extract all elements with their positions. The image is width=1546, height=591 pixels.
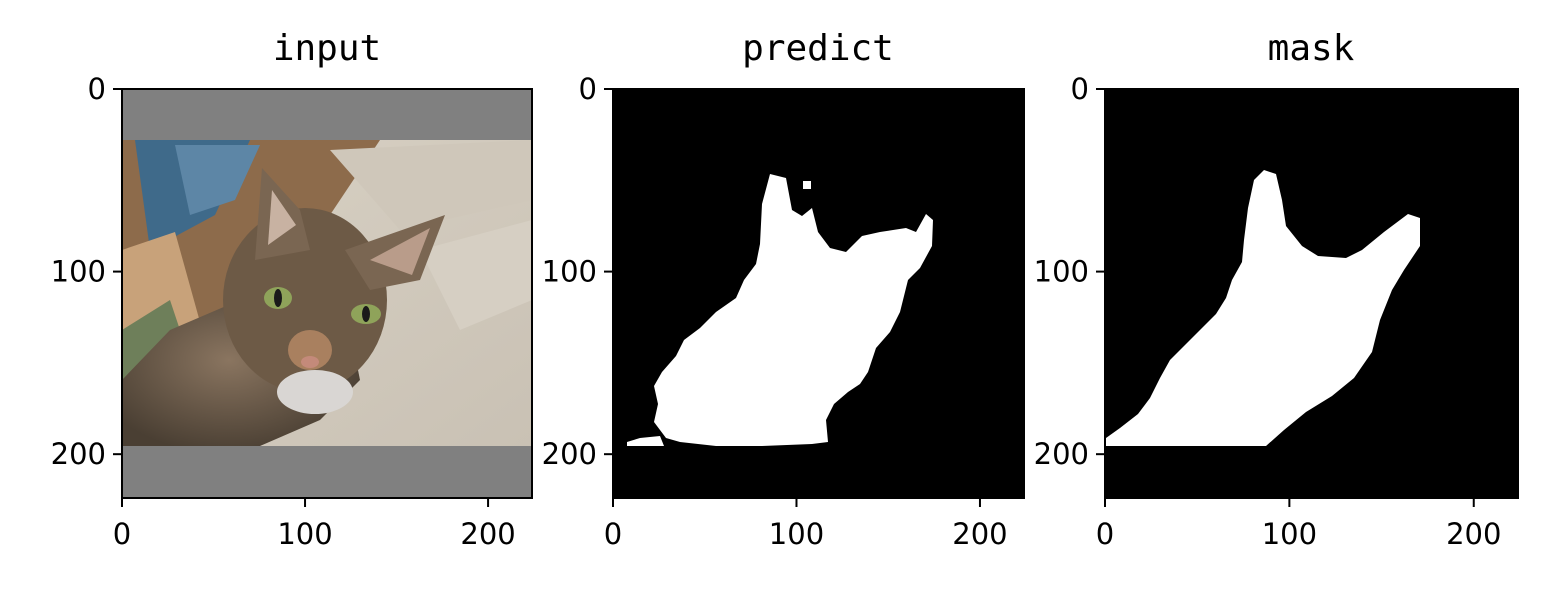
predict-mask-fragment (627, 436, 664, 446)
panel-predict: predict 0 100 200 0 100 200 (542, 28, 1025, 551)
mask-region (1106, 170, 1420, 446)
y-tick-label-mask-0: 0 (1071, 72, 1089, 106)
y-tick-label-predict-200: 200 (542, 437, 597, 471)
panel-title-input: input (273, 28, 381, 69)
panel-title-mask: mask (1268, 28, 1355, 69)
x-tick-label-input-100: 100 (277, 517, 332, 551)
x-tick-label-mask-0: 0 (1096, 517, 1114, 551)
x-tick-label-input-200: 200 (460, 517, 515, 551)
y-tick-label-mask-100: 100 (1034, 255, 1089, 289)
predict-mask-region (654, 174, 933, 446)
x-tick-label-predict-0: 0 (604, 517, 622, 551)
axes-frame-mask (1104, 88, 1519, 499)
panel-title-predict: predict (742, 28, 894, 69)
axes-frame-predict (612, 88, 1025, 499)
x-tick-label-mask-200: 200 (1446, 517, 1501, 551)
x-tick-label-mask-100: 100 (1262, 517, 1317, 551)
tick-group-predict: 0 100 200 0 100 200 (542, 72, 1008, 551)
x-tick-label-predict-200: 200 (952, 517, 1007, 551)
input-image (122, 89, 532, 498)
x-tick-label-input-0: 0 (113, 517, 131, 551)
y-tick-label-predict-100: 100 (542, 255, 597, 289)
y-tick-label-predict-0: 0 (579, 72, 597, 106)
y-tick-label-input-0: 0 (88, 72, 106, 106)
tick-group-input: 0 100 200 0 100 200 (51, 72, 516, 551)
axes-frame-input (121, 88, 533, 499)
tick-group-mask: 0 100 200 0 100 200 (1034, 72, 1502, 551)
panel-input: input (51, 28, 533, 551)
x-tick-label-predict-100: 100 (769, 517, 824, 551)
y-tick-label-mask-200: 200 (1034, 437, 1089, 471)
predict-mask-speck (803, 181, 811, 189)
y-tick-label-input-200: 200 (51, 437, 106, 471)
y-tick-label-input-100: 100 (51, 255, 106, 289)
panel-mask: mask 0 100 200 0 100 200 (1034, 28, 1519, 551)
